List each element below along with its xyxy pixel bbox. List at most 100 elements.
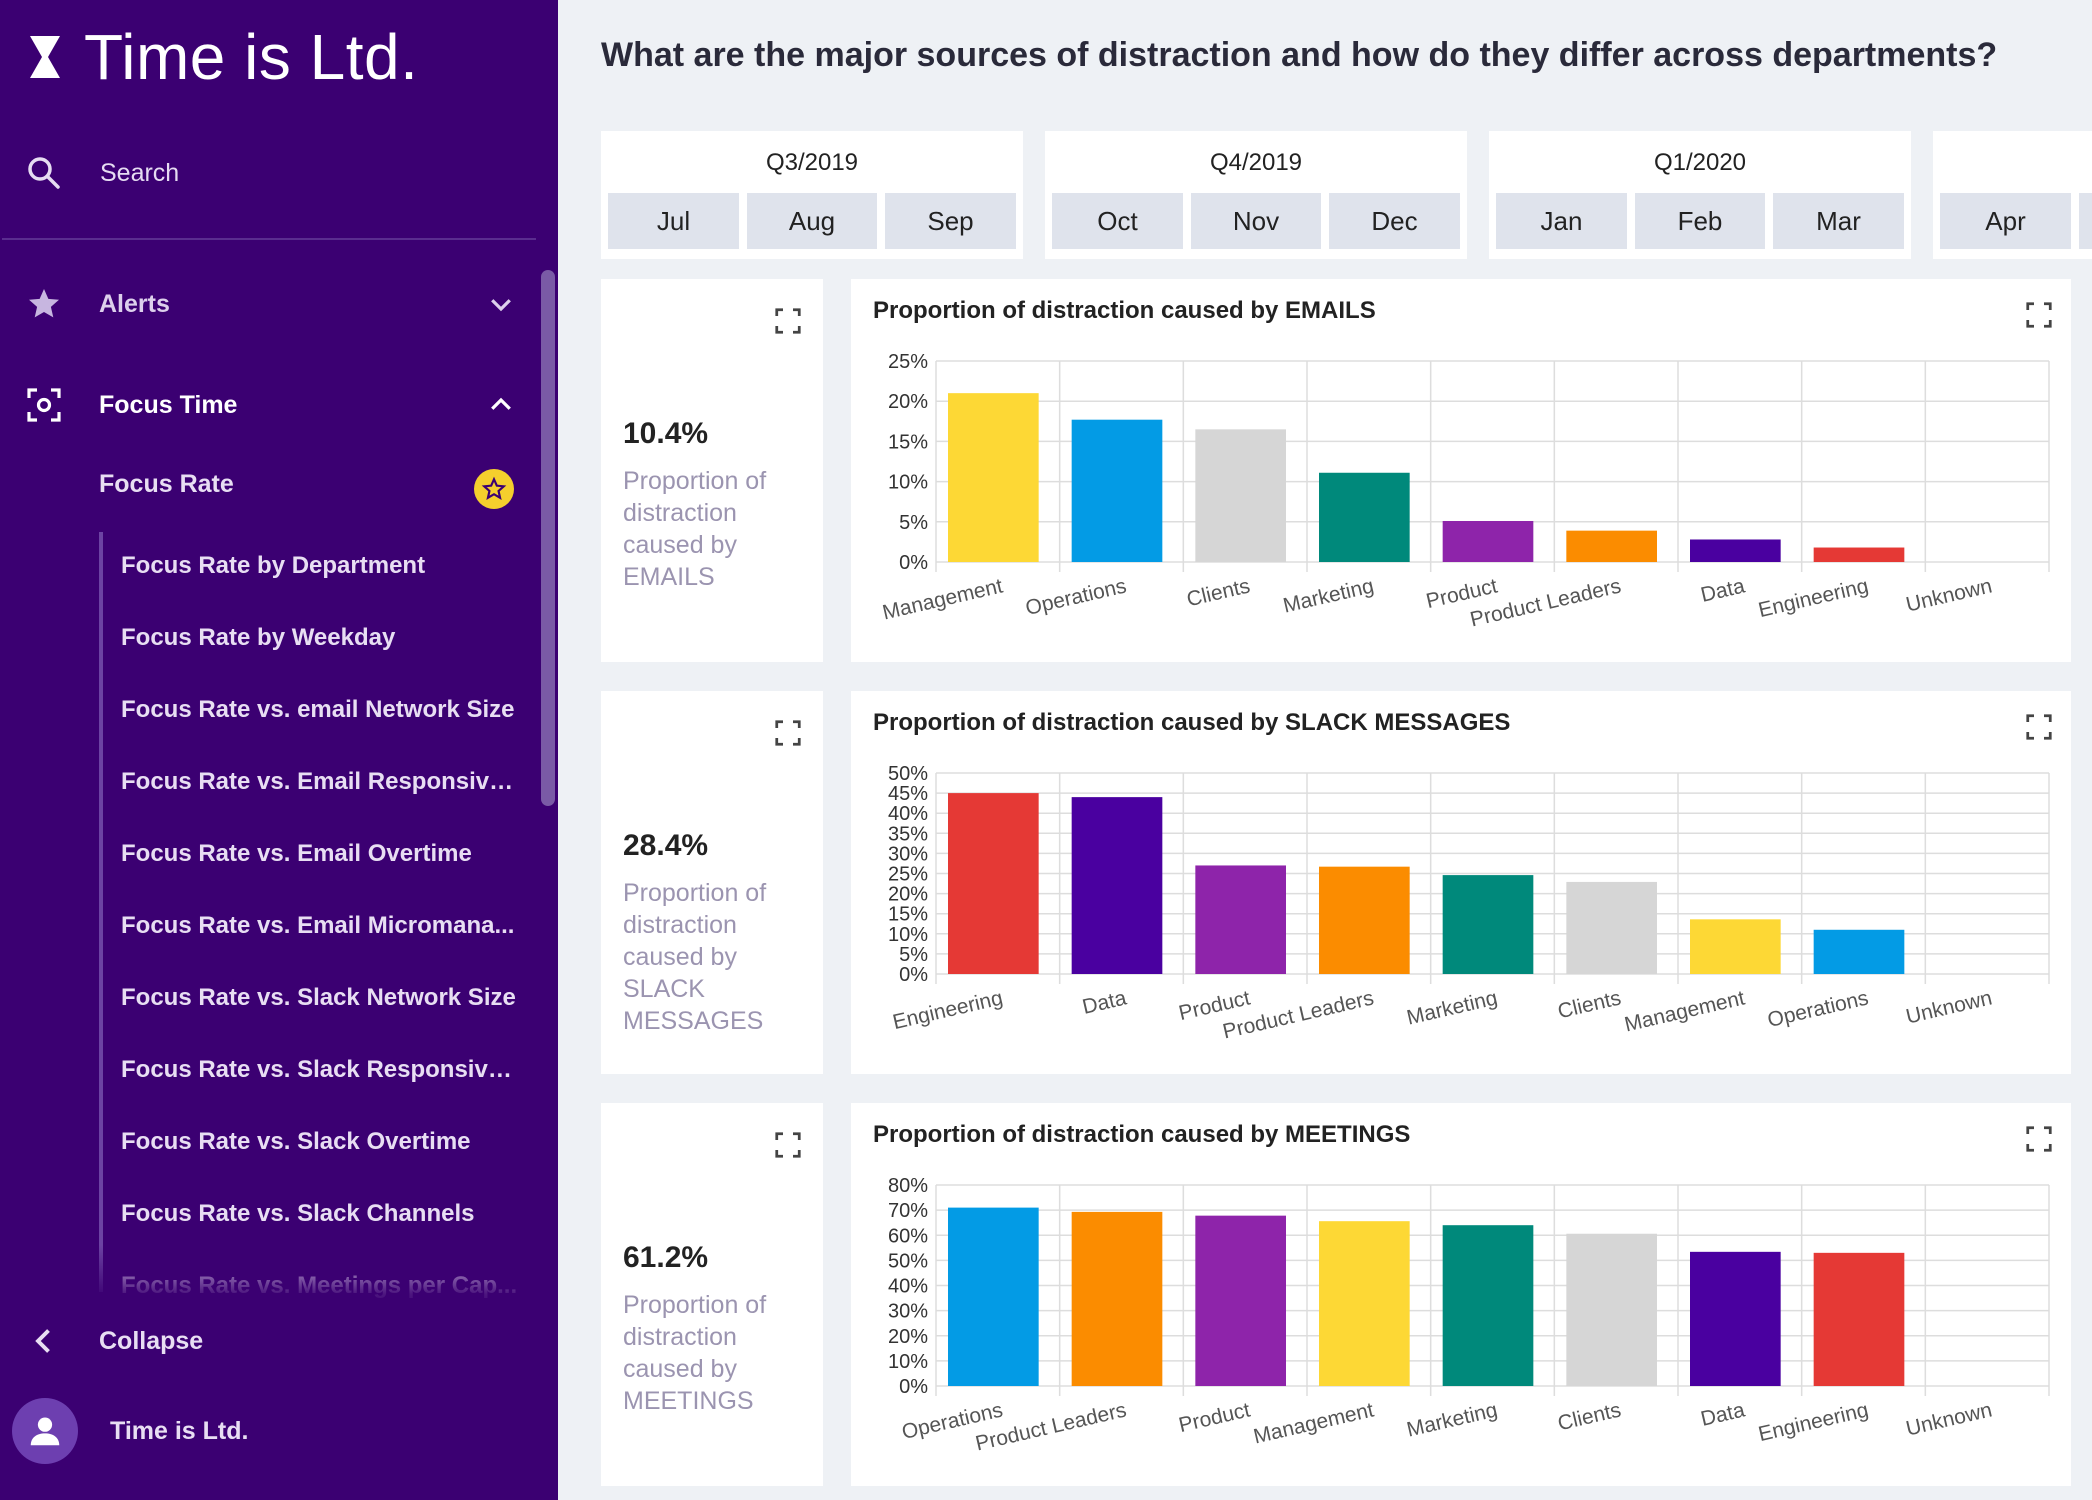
month-dec[interactable]: Dec [1329,193,1460,249]
x-tick-label: Management [1622,986,1747,1036]
chart-card-slack: Proportion of distraction caused by SLAC… [851,691,2071,1074]
kpi-card-emails: 10.4% Proportion of distraction caused b… [601,279,823,662]
x-tick-label: Clients [1185,574,1253,611]
bar[interactable] [1442,875,1534,974]
month-aug[interactable]: Aug [747,193,877,249]
kpi-description: Proportion of distraction caused by EMAI… [623,467,767,591]
sidebar-divider [2,238,536,240]
x-tick-label: Data [1699,574,1748,606]
submenu-item[interactable]: Focus Rate vs. Slack Overtime [121,1128,471,1155]
submenu-item[interactable]: Focus Rate vs. Email Overtime [121,840,472,867]
submenu-item[interactable]: Focus Rate by Department [121,552,426,579]
x-tick-label: Engineering [1756,1398,1870,1446]
bar[interactable] [1813,929,1905,974]
sidebar-item-focus-time[interactable]: Focus Time [26,380,516,430]
bar[interactable] [1566,881,1657,974]
y-tick-label: 25% [888,864,928,886]
bar[interactable] [1195,429,1286,562]
collapse-button[interactable]: Collapse [26,1316,426,1366]
bar[interactable] [1813,1252,1905,1386]
meetings-bar-chart: 0%10%20%30%40%50%60%70%80%OperationsProd… [888,1175,2050,1456]
x-tick-label: Marketing [1405,1398,1500,1441]
bar[interactable] [948,793,1039,974]
y-tick-label: 0% [899,1376,928,1398]
bar[interactable] [948,393,1039,562]
person-icon [30,1417,60,1446]
month-oct[interactable]: Oct [1052,193,1183,249]
month-apr[interactable]: Apr [1940,193,2071,249]
kpi-description: Proportion of distraction caused by SLAC… [623,879,767,1035]
fullscreen-icon[interactable] [2024,1124,2054,1154]
favorite-badge[interactable] [474,469,514,509]
quarter-label: Q1/2020 [1653,149,1747,176]
month-feb[interactable]: Feb [1635,193,1765,249]
bar[interactable] [1319,472,1410,562]
user-menu[interactable]: Time is Ltd. [12,1398,248,1464]
submenu-item[interactable]: Focus Rate vs. Email Micromana... [121,912,515,939]
bar[interactable] [1566,530,1657,562]
chevron-down-icon[interactable] [486,289,516,319]
y-tick-label: 10% [888,1351,928,1373]
emails-bar-chart: 0% 5% 10% 15% 20% 25% Management Operations Clie… [880,351,2050,632]
fullscreen-icon[interactable] [773,1130,803,1160]
kpi-value: 61.2% [623,1241,709,1274]
bar[interactable] [1319,1221,1410,1386]
quarter-q2-2020: Apr [1933,131,2092,259]
bar[interactable] [1195,865,1286,974]
x-tick-label: Product [1177,1398,1253,1437]
x-tick-label: Unknown [1904,1398,1994,1440]
avatar[interactable] [12,1398,78,1464]
submenu-item[interactable]: Focus Rate vs. Email Responsive... [121,768,521,795]
quarter-q4-2019: Q4/2019 Oct Nov Dec [1045,131,1467,259]
y-tick-label: 60% [888,1225,928,1247]
fullscreen-icon[interactable] [2024,300,2054,330]
bar[interactable] [1442,1225,1534,1386]
bar[interactable] [1690,1251,1781,1386]
search-nav[interactable]: Search [26,150,526,196]
chevron-up-icon[interactable] [486,390,516,420]
chart-card-emails: Proportion of distraction caused by EMAI… [851,279,2071,662]
month-next[interactable] [2079,193,2092,249]
month-nov[interactable]: Nov [1191,193,1321,249]
bar[interactable] [948,1207,1039,1386]
y-tick-label: 0% [899,552,928,574]
chart-card-meetings: Proportion of distraction caused by MEET… [851,1103,2071,1486]
bar[interactable] [1319,866,1410,974]
star-outline-icon [481,476,507,500]
y-tick-label: 10% [888,472,928,494]
sidebar-item-alerts[interactable]: Alerts [26,279,516,329]
chart-title: Proportion of distraction caused by EMAI… [873,297,1376,324]
submenu-item[interactable]: Focus Rate vs. Slack Network Size [121,984,516,1011]
submenu-item[interactable]: Focus Rate by Weekday [121,624,396,651]
quarter-label: Q4/2019 [1209,149,1303,176]
month-sep[interactable]: Sep [885,193,1016,249]
bar[interactable] [1071,1211,1163,1386]
x-tick-label: Management [1251,1398,1376,1448]
quarter-q1-2020: Q1/2020 Jan Feb Mar [1489,131,1911,259]
fullscreen-icon[interactable] [773,306,803,336]
y-tick-label: 5% [899,944,928,966]
kpi-value: 10.4% [623,417,709,450]
collapse-label: Collapse [99,1326,204,1355]
month-jul[interactable]: Jul [608,193,739,249]
bar[interactable] [1813,547,1905,562]
fullscreen-icon[interactable] [2024,712,2054,742]
bar[interactable] [1690,539,1781,562]
submenu-item[interactable]: Focus Rate vs. email Network Size [121,696,515,723]
bar[interactable] [1071,419,1163,562]
sidebar: Time is Ltd. Search Alerts Focus Time Fo… [0,0,558,1500]
submenu-item[interactable]: Focus Rate vs. Slack Responsive... [121,1056,521,1083]
bar[interactable] [1195,1215,1286,1386]
sidebar-scrollbar[interactable] [541,270,555,806]
bar[interactable] [1442,520,1534,562]
bar[interactable] [1566,1233,1657,1386]
y-tick-label: 35% [888,823,928,845]
bar[interactable] [1690,919,1781,974]
sidebar-item-focus-rate[interactable]: Focus Rate [99,470,234,498]
brand-logo[interactable]: Time is Ltd. [28,21,418,93]
month-mar[interactable]: Mar [1773,193,1904,249]
fullscreen-icon[interactable] [773,718,803,748]
bar[interactable] [1071,797,1163,974]
month-jan[interactable]: Jan [1496,193,1627,249]
y-tick-label: 50% [888,763,928,785]
